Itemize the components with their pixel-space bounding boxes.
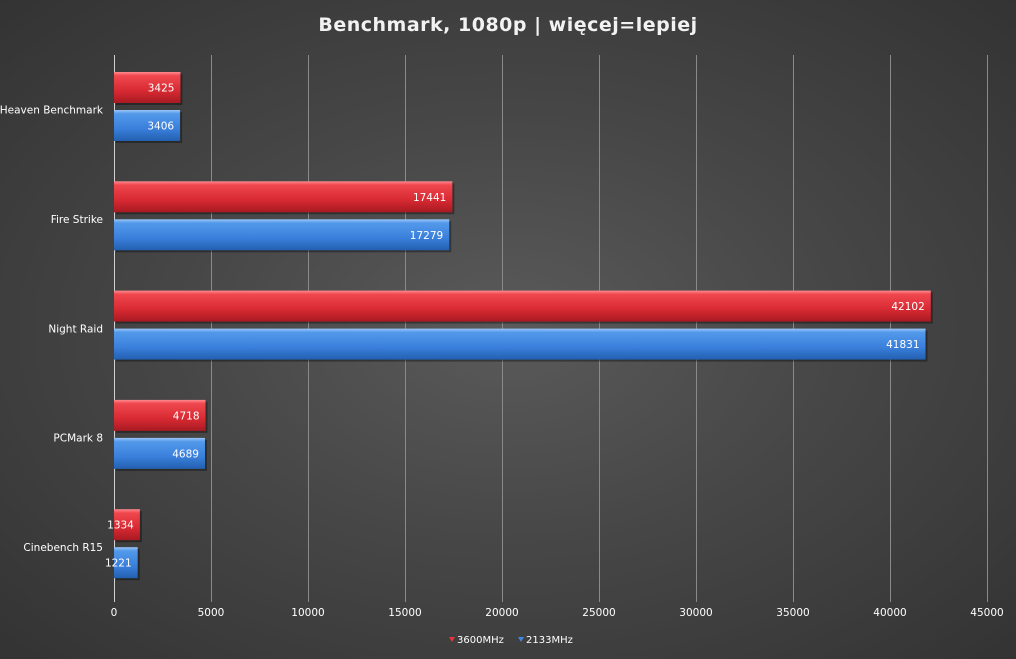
x-tick-label: 15000 <box>388 607 421 619</box>
value-axis: 0 5000 10000 15000 20000 25000 30000 35000 40000… <box>111 607 1004 619</box>
x-tick-label: 20000 <box>485 607 518 619</box>
category-label: PCMark 8 <box>53 433 103 445</box>
x-tick-label: 40000 <box>873 607 906 619</box>
bar <box>114 290 931 322</box>
bar <box>114 437 205 469</box>
bar-value-label: 3406 <box>147 121 174 133</box>
legend-marker <box>449 637 455 642</box>
x-tick-label: 0 <box>111 607 118 619</box>
bar <box>114 181 453 213</box>
x-tick-label: 5000 <box>198 607 225 619</box>
legend: 3600MHz 2133MHz <box>449 635 573 646</box>
bar-value-label: 4689 <box>172 448 199 460</box>
bar-value-label: 42102 <box>891 301 924 313</box>
x-tick-label: 35000 <box>776 607 809 619</box>
category-label: Night Raid <box>48 323 103 335</box>
x-tick-label: 30000 <box>679 607 712 619</box>
bar <box>114 72 181 103</box>
bar <box>114 219 450 251</box>
bar-value-label: 41831 <box>886 339 919 351</box>
bar <box>114 547 138 579</box>
chart-title: Benchmark, 1080p | więcej=lepiej <box>318 14 697 36</box>
bar <box>114 509 140 541</box>
bar <box>114 328 926 360</box>
category-label: Cinebench R15 <box>23 542 103 554</box>
grid <box>114 55 988 602</box>
bar-value-label: 17441 <box>413 192 446 204</box>
bar <box>114 399 206 431</box>
category-label: Fire Strike <box>51 214 103 226</box>
legend-label: 3600MHz <box>457 635 504 646</box>
bar-value-label: 17279 <box>410 230 443 242</box>
legend-marker <box>518 637 524 642</box>
bar-value-label: 4718 <box>173 410 200 422</box>
x-tick-label: 25000 <box>582 607 615 619</box>
x-tick-label: 10000 <box>291 607 324 619</box>
legend-label: 2133MHz <box>526 635 573 646</box>
bar-value-label: 1221 <box>105 558 132 570</box>
x-tick-label: 45000 <box>970 607 1003 619</box>
bar-value-label: 3425 <box>148 83 175 95</box>
bar-value-label: 1334 <box>107 520 134 532</box>
category-label: Heaven Benchmark <box>0 105 104 117</box>
category-axis: Heaven Benchmark Fire Strike Night Raid PCM… <box>0 105 104 554</box>
bars: 3425 3406 17441 17279 42102 41831 4718 4689 1334… <box>105 72 933 581</box>
bar <box>114 110 181 141</box>
